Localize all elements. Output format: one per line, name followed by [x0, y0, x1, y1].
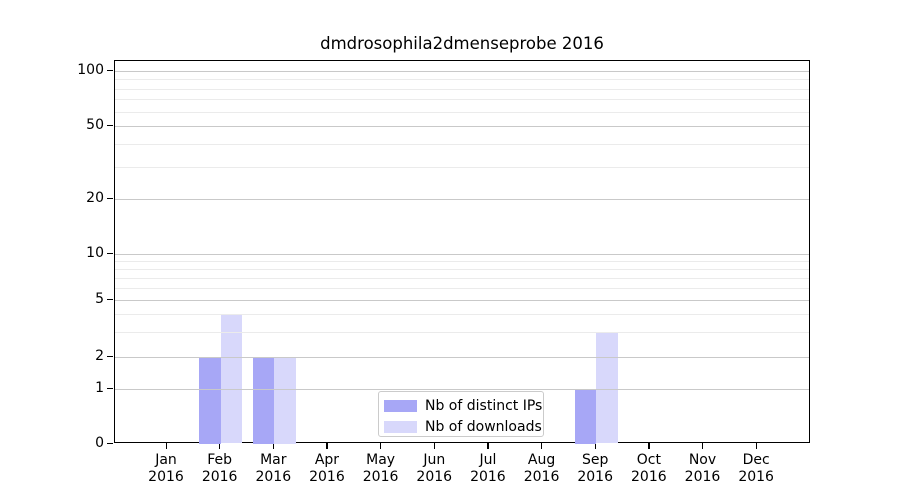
x-tick-month: Mar	[260, 452, 287, 468]
gridline-minor-6	[115, 288, 809, 290]
y-tick-2	[107, 356, 113, 358]
gridline-major-2	[115, 357, 809, 358]
y-tick-50	[107, 125, 113, 127]
bar-distinct-ips-mar	[252, 357, 275, 444]
y-tick-10	[107, 252, 113, 254]
x-tick-apr	[326, 443, 328, 449]
legend: Nb of distinct IPs Nb of downloads	[378, 391, 544, 437]
x-tick-month: Feb	[207, 452, 233, 468]
y-tick-label-0: 0	[95, 434, 104, 451]
x-tick-label-apr: Apr 2016	[295, 452, 359, 486]
y-tick-1	[107, 388, 113, 390]
x-tick-year: 2016	[255, 469, 292, 485]
gridline-major-100	[115, 71, 809, 72]
y-tick-label-20: 20	[86, 189, 104, 206]
x-tick-label-mar: Mar 2016	[241, 452, 305, 486]
x-tick-month: Sep	[581, 452, 609, 468]
x-tick-nov	[702, 443, 704, 449]
x-tick-year: 2016	[416, 469, 453, 485]
bar-downloads-sep	[596, 331, 618, 444]
gridline-minor-80	[115, 88, 809, 90]
gridline-minor-60	[115, 111, 809, 113]
y-tick-label-50: 50	[86, 117, 104, 133]
gridline-minor-7	[115, 277, 809, 279]
x-tick-aug	[541, 443, 543, 449]
y-tick-label-5: 5	[95, 291, 104, 308]
legend-item-distinct-ips: Nb of distinct IPs	[384, 398, 543, 414]
y-tick-label-2: 2	[95, 348, 104, 364]
x-tick-dec	[755, 443, 757, 449]
bar-downloads-feb	[220, 314, 243, 444]
x-tick-label-sep: Sep 2016	[563, 452, 627, 486]
x-tick-label-aug: Aug 2016	[510, 452, 574, 486]
gridline-minor-70	[115, 99, 809, 101]
x-tick-label-jan: Jan 2016	[134, 452, 198, 486]
gridline-major-50	[115, 126, 809, 127]
x-tick-year: 2016	[201, 469, 238, 485]
gridline-minor-3	[115, 331, 809, 333]
x-tick-label-nov: Nov 2016	[671, 452, 735, 486]
bar-downloads-mar	[274, 357, 296, 444]
x-tick-jun	[433, 443, 435, 449]
gridline-major-20	[115, 198, 809, 200]
gridline-minor-8	[115, 268, 809, 270]
plot-area	[114, 60, 810, 444]
gridline-minor-4	[115, 314, 809, 316]
y-tick-label-10: 10	[86, 244, 104, 261]
chart-title: dmdrosophila2dmenseprobe 2016	[320, 34, 604, 53]
legend-swatch-downloads	[384, 421, 417, 433]
bar-distinct-ips-sep	[574, 389, 597, 444]
legend-label-downloads: Nb of downloads	[425, 419, 542, 435]
x-tick-jan	[165, 443, 167, 449]
x-tick-label-may: May 2016	[349, 452, 413, 486]
y-tick-0	[107, 442, 113, 444]
x-tick-month: Oct	[636, 452, 661, 468]
gridline-minor-90	[115, 79, 809, 81]
legend-item-downloads: Nb of downloads	[384, 419, 543, 435]
x-tick-label-oct: Oct 2016	[617, 452, 681, 486]
x-tick-mar	[272, 443, 274, 449]
gridline-major-10	[115, 253, 809, 255]
x-tick-year: 2016	[309, 469, 345, 485]
y-tick-label-1: 1	[95, 380, 104, 396]
gridline-major-1	[115, 389, 809, 390]
x-tick-month: Jul	[479, 452, 497, 468]
x-tick-oct	[648, 443, 650, 449]
gridline-minor-9	[115, 260, 809, 262]
gridline-minor-30	[115, 166, 809, 168]
x-tick-month: Dec	[742, 452, 770, 468]
x-tick-year: 2016	[631, 469, 667, 485]
x-tick-month: Jun	[423, 452, 446, 468]
x-tick-label-jun: Jun 2016	[402, 452, 466, 486]
legend-swatch-distinct-ips	[384, 400, 417, 412]
gridline-minor-40	[115, 143, 809, 145]
y-tick-100	[107, 70, 113, 72]
x-tick-label-feb: Feb 2016	[188, 452, 252, 486]
y-tick-20	[107, 197, 113, 199]
legend-label-distinct-ips: Nb of distinct IPs	[425, 398, 543, 414]
y-tick-label-100: 100	[77, 62, 104, 78]
x-tick-year: 2016	[738, 469, 774, 485]
x-tick-jul	[487, 443, 489, 449]
x-tick-month: Nov	[688, 452, 717, 468]
gridline-major-5	[115, 300, 809, 302]
x-tick-year: 2016	[577, 469, 613, 485]
x-tick-year: 2016	[470, 469, 506, 485]
x-tick-year: 2016	[362, 469, 399, 485]
x-tick-year: 2016	[523, 469, 560, 485]
x-tick-month: Jan	[155, 452, 177, 468]
x-tick-sep	[594, 443, 596, 449]
x-tick-label-jul: Jul 2016	[456, 452, 520, 486]
x-tick-may	[380, 443, 382, 449]
x-tick-month: May	[366, 452, 396, 468]
y-tick-5	[107, 299, 113, 301]
x-tick-year: 2016	[684, 469, 721, 485]
x-tick-feb	[219, 443, 221, 449]
x-tick-year: 2016	[148, 469, 184, 485]
x-tick-month: Aug	[527, 452, 556, 468]
bar-distinct-ips-feb	[199, 357, 221, 444]
x-tick-month: Apr	[314, 452, 340, 468]
x-tick-label-dec: Dec 2016	[724, 452, 788, 486]
